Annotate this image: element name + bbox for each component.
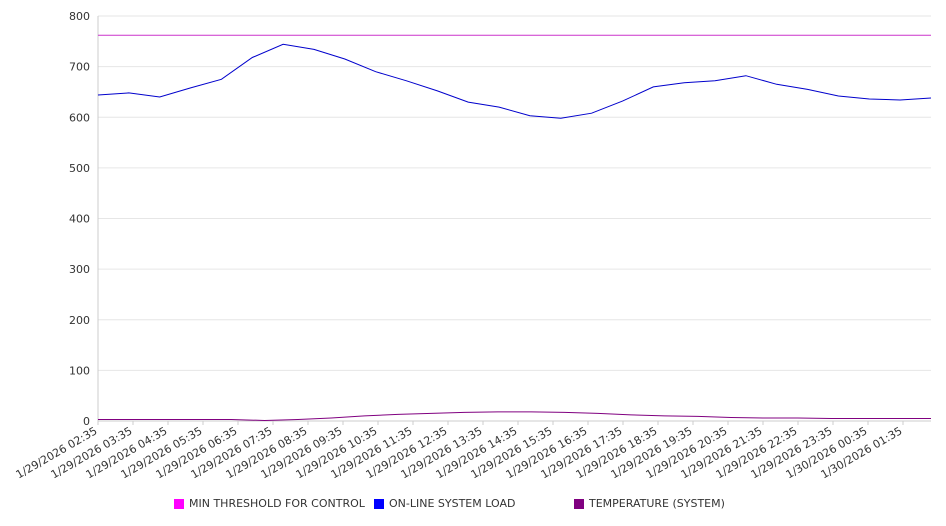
y-tick-label: 100 — [69, 364, 90, 377]
y-axis-ticks: 0 100 200 300 400 500 600 700 800 — [69, 10, 90, 428]
y-tick-label: 800 — [69, 10, 90, 23]
legend-label-temperature: TEMPERATURE (SYSTEM) — [589, 497, 725, 510]
legend-label-min-threshold: MIN THRESHOLD FOR CONTROL — [189, 497, 365, 510]
y-tick-label: 0 — [83, 415, 90, 428]
legend-item-online-system-load[interactable]: ON-LINE SYSTEM LOAD — [374, 497, 515, 510]
y-tick-label: 400 — [69, 213, 90, 226]
legend: MIN THRESHOLD FOR CONTROL ON-LINE SYSTEM… — [0, 497, 946, 515]
y-tick-label: 200 — [69, 314, 90, 327]
series-line-2 — [98, 411, 931, 422]
legend-swatch-min-threshold — [174, 498, 184, 509]
series-lines — [97, 34, 932, 422]
y-tick-label: 300 — [69, 263, 90, 276]
series-line-1 — [97, 43, 932, 119]
axes — [97, 16, 931, 422]
legend-item-min-threshold[interactable]: MIN THRESHOLD FOR CONTROL — [174, 497, 365, 510]
legend-swatch-temperature — [574, 498, 584, 509]
y-tick-label: 700 — [69, 61, 90, 74]
legend-item-temperature[interactable]: TEMPERATURE (SYSTEM) — [574, 497, 725, 510]
legend-label-online-system-load: ON-LINE SYSTEM LOAD — [389, 497, 516, 510]
y-tick-label: 600 — [69, 111, 90, 124]
legend-swatch-online-system-load — [374, 498, 384, 509]
x-axis-ticks: 1/29/2026 02:351/29/2026 03:351/29/2026 … — [14, 421, 905, 481]
gridlines — [98, 15, 931, 422]
y-tick-label: 500 — [69, 162, 90, 175]
